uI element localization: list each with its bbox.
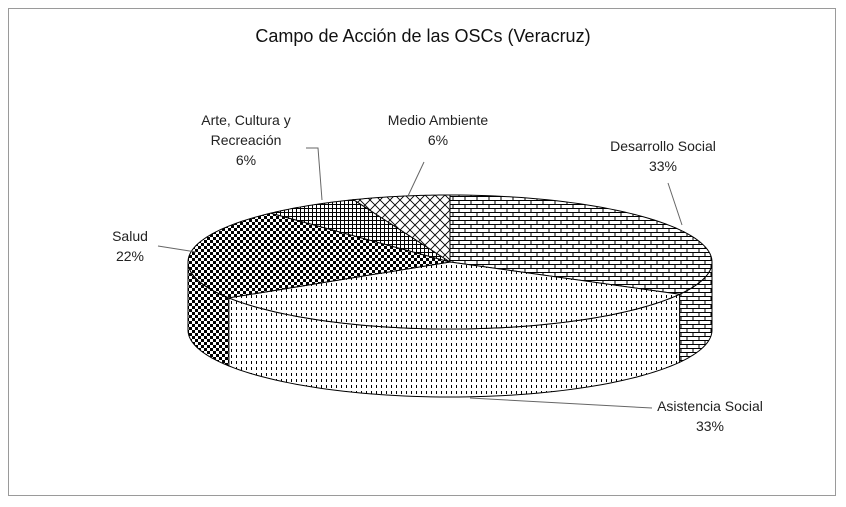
data-label: Salud 22% [112, 226, 148, 266]
data-label: Medio Ambiente 6% [388, 110, 488, 150]
percent-label: 33% [695, 418, 725, 434]
pie-slice [187, 212, 451, 299]
leader-line [469, 397, 653, 409]
category-label: Medio Ambiente [387, 112, 489, 128]
leader-line [157, 245, 197, 253]
pie-slice [352, 194, 451, 263]
pie-slice [449, 194, 713, 295]
percent-label: 6% [235, 152, 257, 168]
percent-label: 33% [648, 158, 678, 174]
pie-slice [270, 199, 451, 263]
percent-label: 6% [427, 132, 449, 148]
leader-line [407, 161, 425, 197]
category-label: Desarrollo Social [610, 138, 716, 154]
data-label: Arte, Cultura y Recreación 6% [181, 110, 311, 170]
pie-slice [226, 261, 682, 330]
chart-title: Campo de Acción de las OSCs (Veracruz) [255, 26, 591, 46]
leader-line [306, 147, 323, 201]
category-label: Arte, Cultura y Recreación [201, 112, 291, 148]
chart-frame [8, 8, 836, 496]
data-label: Asistencia Social 33% [657, 396, 763, 436]
data-label: Desarrollo Social 33% [610, 136, 716, 176]
leader-line [667, 182, 683, 226]
category-label: Salud [112, 228, 148, 244]
category-label: Asistencia Social [657, 398, 763, 414]
percent-label: 22% [115, 248, 145, 264]
